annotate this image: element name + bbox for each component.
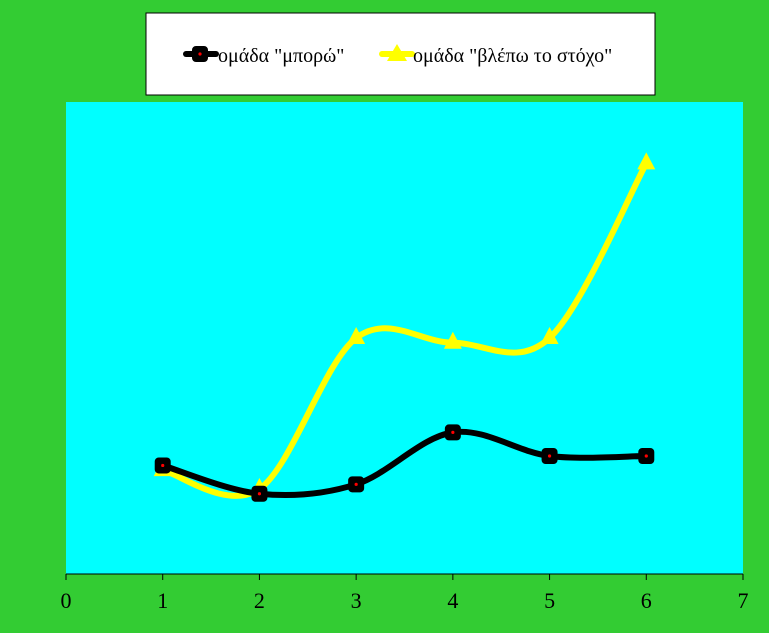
legend-label-series-2: ομάδα "βλέπω το στόχο" (413, 45, 612, 67)
series-layer (153, 152, 656, 502)
x-axis: 0 1 2 3 4 5 6 7 (61, 573, 749, 613)
legend: ομάδα "μπορώ" ομάδα "βλέπω το στόχο" (145, 12, 656, 96)
data-point-series-2 (540, 327, 559, 344)
x-tick-label: 1 (157, 588, 168, 613)
legend-marker-dot (198, 52, 202, 56)
data-point-series-2 (443, 331, 462, 349)
data-point-dot (161, 463, 165, 468)
data-point-dot (354, 482, 358, 486)
x-tick-label: 7 (738, 588, 749, 613)
data-point-dot (644, 454, 648, 458)
data-point-series-2 (637, 152, 656, 170)
data-point-dot (257, 492, 262, 496)
x-tick-label: 5 (544, 588, 555, 613)
legend-marker-triangle (387, 44, 407, 61)
x-tick-label: 0 (61, 588, 72, 613)
data-point-dot (451, 430, 455, 434)
x-tick-label: 3 (351, 588, 362, 613)
data-point-dot (547, 454, 552, 458)
x-tick-label: 2 (254, 588, 265, 613)
legend-label-series-1: ομάδα "μπορώ" (218, 45, 344, 67)
legend-item-series-2: ομάδα "βλέπω το στόχο" (379, 44, 612, 67)
plot-area (66, 102, 743, 574)
x-tick-label: 6 (641, 588, 652, 613)
legend-item-series-1: ομάδα "μπορώ" (183, 45, 344, 67)
data-point-series-2 (347, 327, 366, 344)
x-tick-label: 4 (447, 588, 458, 613)
